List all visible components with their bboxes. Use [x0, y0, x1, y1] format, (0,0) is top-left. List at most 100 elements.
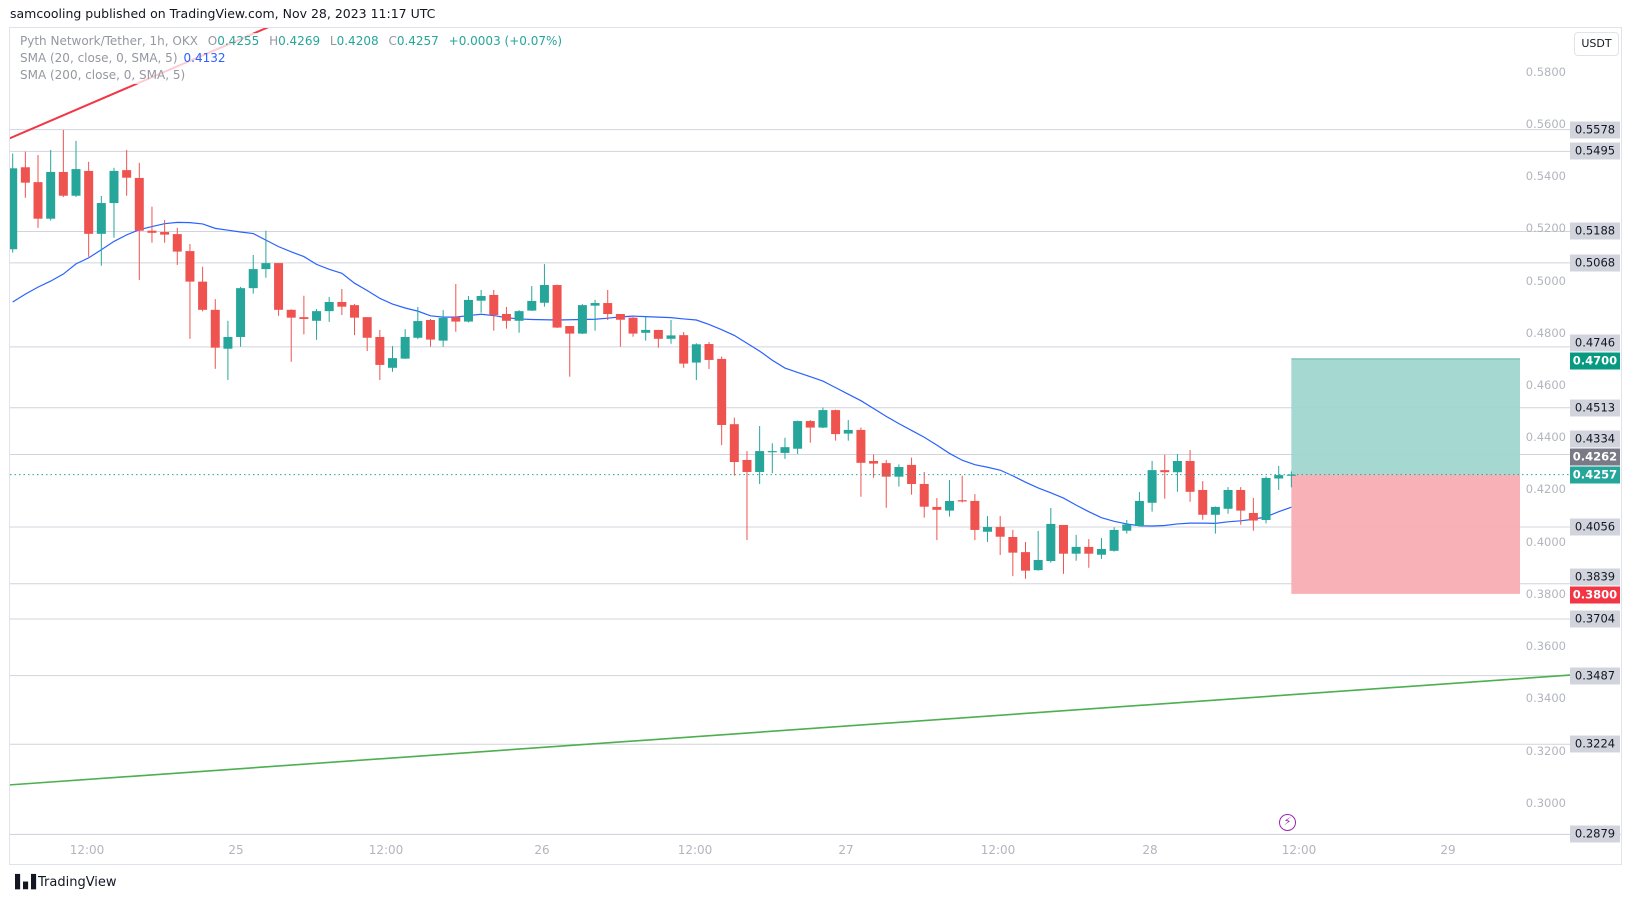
candle-down — [172, 234, 182, 252]
candle-up — [894, 467, 904, 477]
legend-symbol-row: Pyth Network/Tether, 1h, OKX O0.4255 H0.… — [20, 33, 562, 50]
price-label-level: 0.3224 — [1570, 735, 1620, 753]
price-label-level: 0.3487 — [1570, 667, 1620, 685]
legend-high-value: 0.4269 — [278, 34, 321, 48]
candle-down — [932, 506, 942, 510]
candle-down — [286, 309, 296, 318]
candle-down — [84, 170, 94, 234]
candle-down — [451, 317, 461, 322]
candle-up — [261, 263, 271, 270]
price-tick-label: 0.3200 — [1525, 743, 1566, 758]
candle-down — [122, 170, 132, 178]
candle-up — [476, 295, 486, 301]
price-tick-label: 0.3600 — [1525, 639, 1566, 654]
candle-up — [463, 299, 473, 322]
price-label-last: 0.4257 — [1570, 466, 1620, 484]
legend-high-label: H — [269, 34, 279, 48]
candle-down — [907, 464, 917, 484]
candle-up — [236, 288, 246, 337]
position-stop-zone — [1291, 474, 1520, 594]
chart-legend: Pyth Network/Tether, 1h, OKX O0.4255 H0.… — [16, 33, 567, 84]
candle-down — [831, 410, 841, 435]
candle-up — [818, 410, 828, 428]
price-tick-label: 0.5000 — [1525, 273, 1566, 288]
candle-up — [590, 303, 600, 306]
candle-down — [1160, 470, 1170, 473]
candle-down — [856, 429, 866, 463]
candle-up — [324, 301, 334, 312]
legend-open-label: O — [207, 34, 218, 48]
candle-up — [10, 168, 18, 250]
lightning-icon[interactable]: ⚡︎ — [1279, 814, 1296, 831]
candle-down — [274, 263, 284, 310]
price-label-stop: 0.3800 — [1570, 586, 1620, 604]
legend-open-value: 0.4255 — [217, 34, 260, 48]
candle-down — [919, 483, 929, 507]
candle-down — [679, 335, 689, 364]
candle-up — [691, 344, 701, 363]
price-label-level: 0.4056 — [1570, 518, 1620, 536]
legend-change: +0.0003 (+0.07%) — [448, 34, 563, 48]
sma20-line — [12, 221, 1292, 527]
candle-down — [1198, 489, 1208, 515]
candle-up — [514, 311, 524, 321]
candle-down — [1058, 524, 1068, 554]
candle-up — [767, 451, 777, 453]
candle-down — [717, 358, 727, 425]
price-tick-label: 0.4800 — [1525, 325, 1566, 340]
price-tick-label: 0.3800 — [1525, 586, 1566, 601]
support-trend-line — [10, 674, 1570, 786]
candle-down — [58, 171, 68, 196]
price-tick-label: 0.4000 — [1525, 534, 1566, 549]
legend-low-value: 0.4208 — [336, 34, 379, 48]
candle-down — [995, 527, 1005, 537]
candle-down — [299, 317, 309, 319]
price-tick-label: 0.4400 — [1525, 430, 1566, 445]
time-tick-label: 12:00 — [69, 843, 105, 857]
legend-sma200-row[interactable]: SMA (200, close, 0, SMA, 5) — [20, 67, 562, 84]
candle-up — [755, 451, 765, 472]
candle-down — [742, 459, 752, 472]
legend-sma200-label: SMA (200, close, 0, SMA, 5) — [20, 68, 186, 82]
candle-down — [1236, 489, 1246, 511]
legend-sma20-value: 0.4132 — [183, 51, 226, 65]
candle-up — [666, 335, 676, 339]
candle-down — [1248, 512, 1258, 521]
time-tick-label: 12:00 — [1281, 843, 1317, 857]
legend-close-value: 0.4257 — [396, 34, 439, 48]
candle-up — [388, 358, 397, 368]
candle-down — [198, 281, 208, 310]
candle-up — [1046, 523, 1056, 562]
candle-down — [1021, 552, 1030, 571]
candle-up — [1071, 546, 1081, 554]
price-label-level: 0.5068 — [1570, 254, 1620, 272]
candle-down — [603, 303, 613, 315]
tradingview-logo-icon: ▐▗▐ — [10, 875, 36, 890]
candle-down — [337, 301, 347, 307]
candle-up — [400, 336, 410, 359]
time-tick-label: 27 — [838, 843, 854, 857]
candle-up — [945, 500, 955, 511]
legend-sma20-row[interactable]: SMA (20, close, 0, SMA, 5) 0.4132 — [20, 50, 562, 67]
candle-down — [881, 463, 891, 477]
price-tick-label: 0.3400 — [1525, 691, 1566, 706]
candle-down — [160, 232, 170, 235]
price-tick-label: 0.5800 — [1525, 64, 1566, 79]
price-label-level: 0.4334 — [1570, 430, 1620, 448]
tradingview-logo[interactable]: ▐▗▐ TradingView — [10, 875, 117, 890]
candle-down — [653, 329, 663, 339]
candle-down — [20, 167, 30, 183]
time-axis-border — [10, 834, 1621, 835]
legend-sma20-label: SMA (20, close, 0, SMA, 5) — [20, 51, 178, 65]
candle-up — [109, 170, 119, 204]
price-label-level: 0.4746 — [1570, 334, 1620, 352]
candle-up — [1033, 559, 1043, 571]
candle-up — [1210, 506, 1220, 515]
candle-up — [312, 311, 322, 321]
candle-up — [413, 321, 423, 338]
candle-up — [539, 285, 549, 303]
price-tick-label: 0.4600 — [1525, 378, 1566, 393]
currency-button[interactable]: USDT — [1574, 32, 1619, 56]
candle-up — [1109, 529, 1119, 551]
